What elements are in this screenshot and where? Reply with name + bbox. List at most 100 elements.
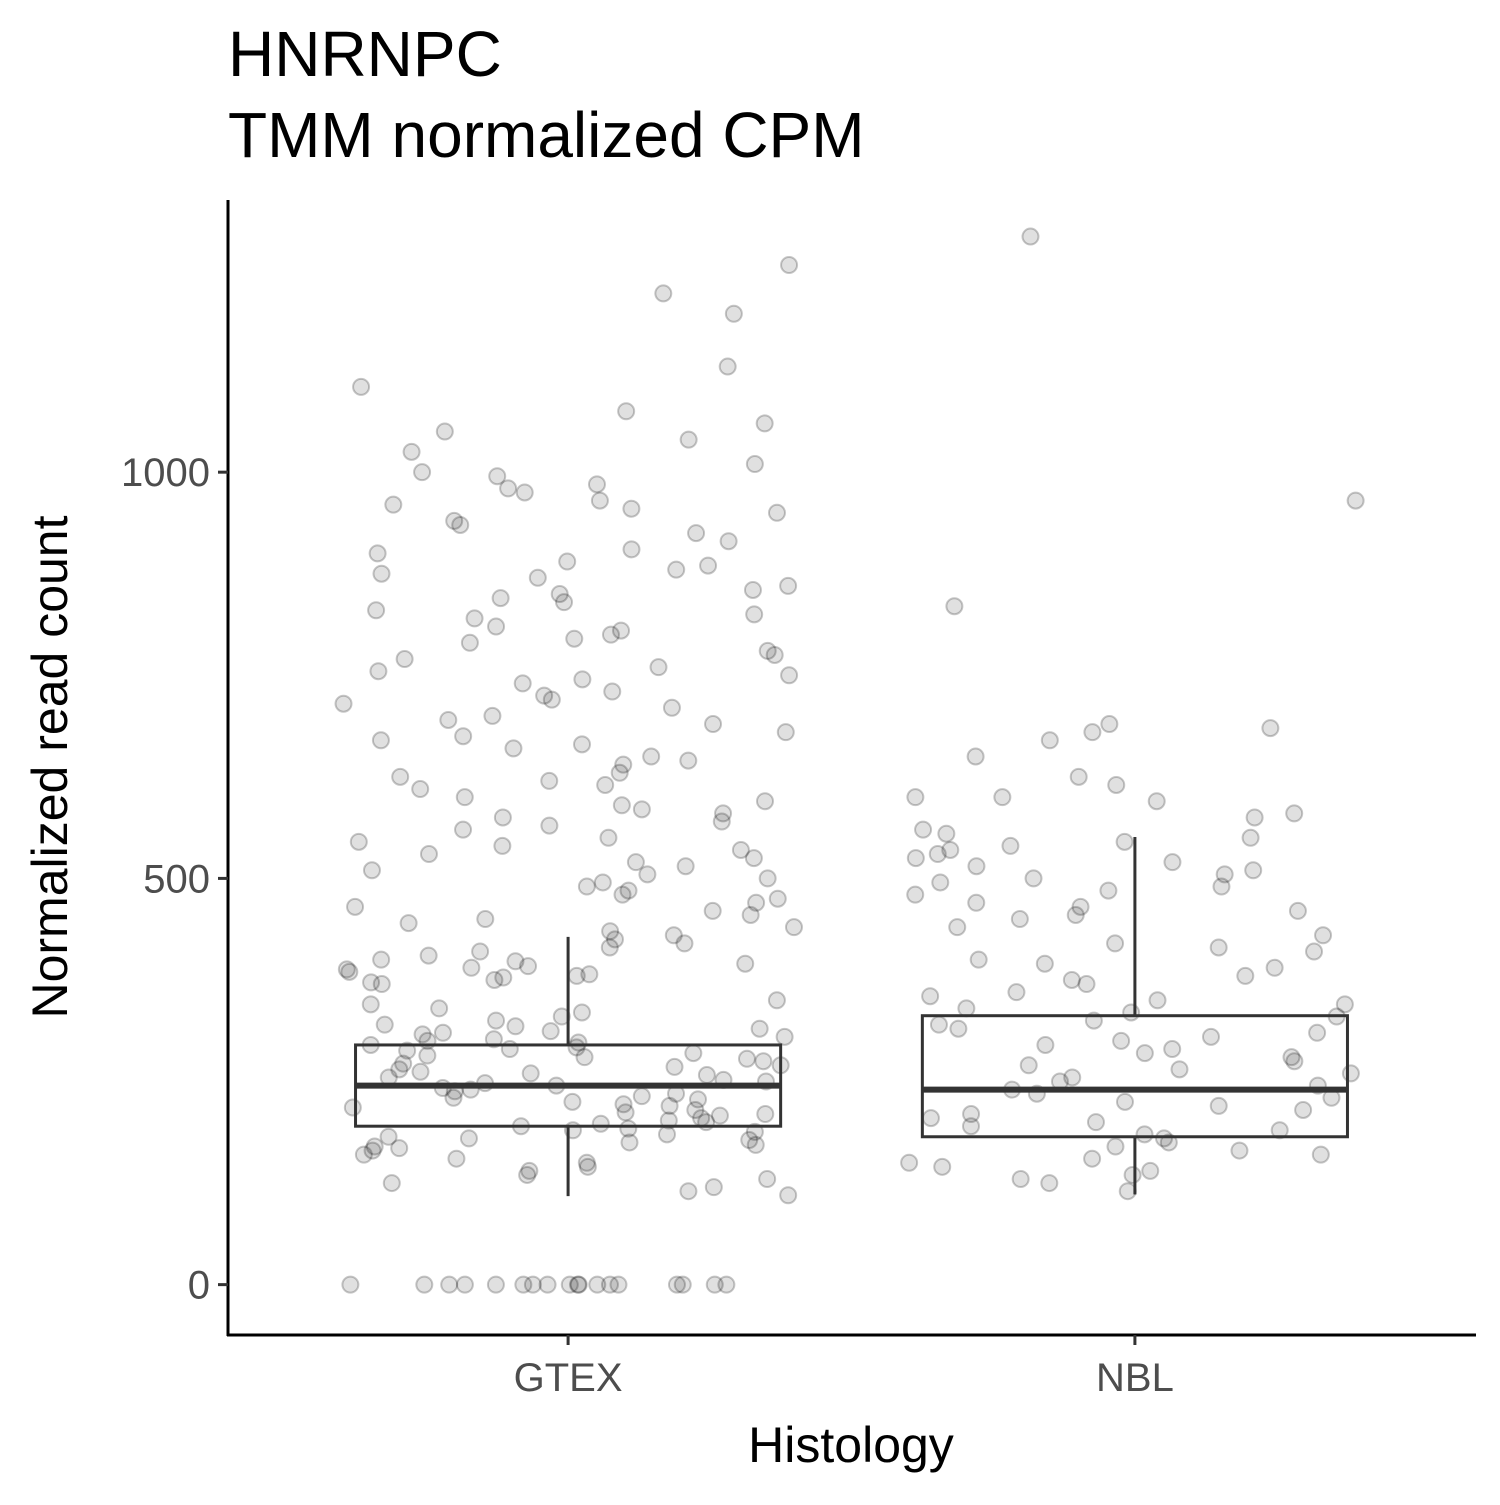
data-point: [667, 560, 686, 579]
data-point: [697, 1113, 716, 1132]
data-point: [513, 674, 532, 693]
data-point: [577, 1153, 596, 1172]
data-point: [535, 686, 554, 705]
data-point: [372, 564, 391, 583]
data-point: [699, 556, 718, 575]
data-point: [1066, 905, 1085, 924]
data-point: [684, 1044, 703, 1063]
data-point: [1083, 723, 1102, 742]
data-point: [569, 1275, 588, 1294]
data-point: [354, 1145, 373, 1164]
data-point: [395, 650, 414, 669]
data-point: [714, 804, 733, 823]
data-point: [679, 430, 698, 449]
data-point: [1244, 861, 1263, 880]
data-point: [1163, 1040, 1182, 1059]
data-point: [1069, 767, 1088, 786]
data-point: [697, 1066, 716, 1085]
data-point: [567, 1038, 586, 1057]
data-point: [744, 849, 763, 868]
data-point: [365, 1137, 384, 1156]
data-point: [528, 568, 547, 587]
data-point: [542, 690, 561, 709]
data-point: [567, 966, 586, 985]
x-tick-label: GTEX: [514, 1356, 623, 1400]
data-point: [560, 1275, 579, 1294]
data-point: [375, 1015, 394, 1034]
data-point: [1308, 1023, 1327, 1042]
data-point: [371, 731, 390, 750]
data-point: [398, 1041, 417, 1060]
data-point: [346, 897, 365, 916]
data-point: [765, 645, 784, 664]
data-point: [390, 1060, 409, 1079]
data-point: [411, 780, 430, 799]
data-point: [767, 991, 786, 1010]
data-point: [667, 1275, 686, 1294]
data-point: [741, 905, 760, 924]
data-point: [1261, 719, 1280, 738]
data-point: [369, 662, 388, 681]
data-point: [591, 1114, 610, 1133]
data-point: [349, 832, 368, 851]
data-point: [435, 422, 454, 441]
data-point: [471, 942, 490, 961]
data-point: [540, 771, 559, 790]
data-point: [1011, 1170, 1030, 1189]
data-point: [1062, 970, 1081, 989]
data-point: [1163, 853, 1182, 872]
data-point: [755, 414, 774, 433]
data-point: [1148, 991, 1167, 1010]
data-point: [750, 1019, 769, 1038]
data-point: [506, 1017, 525, 1036]
data-point: [1071, 897, 1090, 916]
data-point: [679, 751, 698, 770]
data-point: [1294, 1100, 1313, 1119]
data-point: [659, 1111, 678, 1130]
data-point: [1083, 1149, 1102, 1168]
data-point: [451, 515, 470, 534]
y-axis-title: Normalized read count: [22, 515, 78, 1018]
data-point: [612, 796, 631, 815]
data-point: [430, 999, 449, 1018]
data-point: [1230, 1141, 1249, 1160]
data-point: [900, 1153, 919, 1172]
data-point: [418, 1031, 437, 1050]
data-point: [775, 1027, 794, 1046]
data-point: [337, 960, 356, 979]
data-point: [520, 1161, 539, 1180]
data-point: [768, 889, 787, 908]
data-point: [587, 475, 606, 494]
data-point: [747, 893, 766, 912]
data-point: [756, 1105, 775, 1124]
data-point: [767, 503, 786, 522]
data-point: [654, 284, 673, 303]
data-point: [1288, 901, 1307, 920]
data-point: [1010, 910, 1029, 929]
data-point: [664, 926, 683, 945]
data-point: [776, 723, 795, 742]
data-point: [724, 304, 743, 323]
x-axis-title: Histology: [748, 1417, 954, 1473]
data-point: [1341, 1064, 1360, 1083]
data-point: [454, 727, 473, 746]
data-point: [1201, 1027, 1220, 1046]
data-point: [1135, 1044, 1154, 1063]
data-point: [590, 491, 609, 510]
data-point: [1040, 1174, 1059, 1193]
data-point: [1123, 1165, 1142, 1184]
data-point: [555, 593, 574, 612]
data-point: [740, 1131, 759, 1150]
data-point: [617, 402, 636, 421]
data-point: [1346, 491, 1365, 510]
data-point: [1036, 1035, 1055, 1054]
data-point: [704, 715, 723, 734]
data-point: [493, 808, 512, 827]
data-point: [394, 1054, 413, 1073]
data-point: [718, 357, 737, 376]
data-point: [523, 1275, 542, 1294]
data-point: [614, 755, 633, 774]
data-point: [563, 1092, 582, 1111]
data-point: [609, 1275, 628, 1294]
data-point: [745, 1122, 764, 1141]
